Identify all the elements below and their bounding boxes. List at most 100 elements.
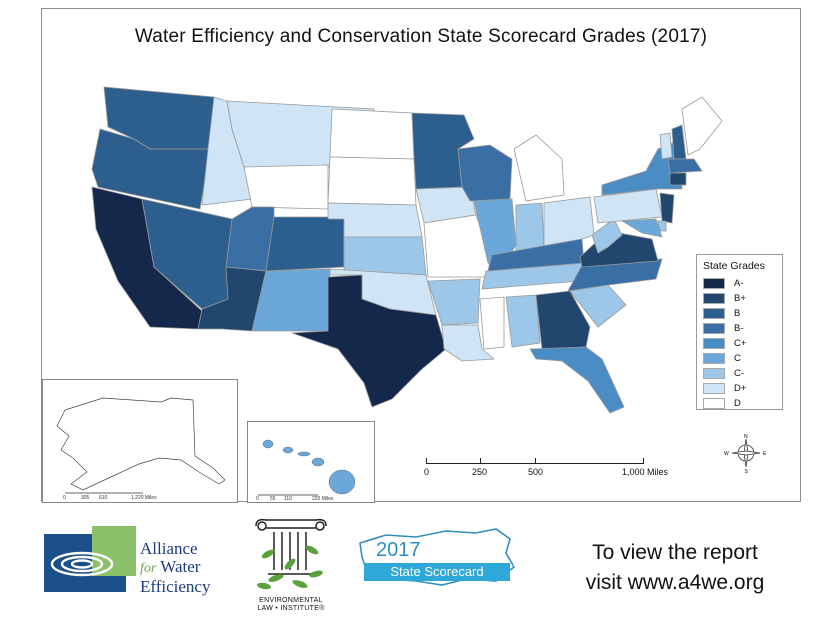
- legend-item: A-: [703, 276, 776, 291]
- state-louisiana: [441, 324, 496, 362]
- alaska-scale-305: 305: [81, 495, 90, 501]
- scale-label-0: 0: [424, 467, 430, 477]
- state-maine: [681, 96, 723, 156]
- a4we-swirl-icon: [44, 526, 136, 592]
- hawaii-inset: 0 55 110 220 Miles: [247, 421, 375, 503]
- legend-swatch: [703, 278, 725, 289]
- hawaii-scale-55: 55: [270, 496, 276, 502]
- state-south-dakota: [327, 156, 417, 206]
- legend-item: D+: [703, 381, 776, 396]
- state-delaware: [657, 220, 667, 232]
- state-texas: [291, 274, 447, 408]
- scale-tick: [480, 458, 481, 464]
- state-mississippi: [479, 296, 505, 350]
- legend-item: C-: [703, 366, 776, 381]
- a4we-word-alliance: Alliance: [140, 539, 198, 558]
- state-wisconsin: [457, 144, 513, 202]
- eli-word-law-institute: LAW • INSTITUTE®: [257, 605, 325, 612]
- hawaii-island-hawaii: [328, 469, 356, 495]
- hawaii-scale-220: 220 Miles: [312, 496, 334, 502]
- alaska-inset: 0 305 610 1,220 Miles: [42, 379, 238, 503]
- scorecard-year: 2017: [376, 539, 421, 561]
- legend-label: B-: [734, 323, 744, 334]
- hawaii-island-oahu: [282, 446, 294, 454]
- state-arkansas: [427, 278, 481, 326]
- scorecard-banner: State Scorecard: [364, 563, 510, 581]
- state-north-dakota: [329, 108, 415, 160]
- legend-item: B: [703, 306, 776, 321]
- state-alabama: [505, 294, 541, 348]
- compass-s: S: [745, 469, 749, 473]
- legend-item: B+: [703, 291, 776, 306]
- state-massachusetts: [667, 158, 703, 174]
- hawaii-scale-110: 110: [284, 496, 292, 502]
- compass-n: N: [744, 434, 748, 440]
- legend-swatch: [703, 308, 725, 319]
- alaska-scale-0: 0: [63, 495, 66, 501]
- legend-swatch: [703, 293, 725, 304]
- compass-rose-icon: N S W E: [722, 433, 770, 475]
- state-kentucky: [487, 238, 585, 272]
- legend-label: B+: [734, 293, 746, 304]
- legend-swatch: [703, 353, 725, 364]
- us-grade-map: [91, 86, 723, 414]
- state-florida: [529, 346, 625, 414]
- state-colorado: [265, 216, 345, 272]
- column-leaves-icon: [255, 518, 327, 590]
- hawaii-scale-0: 0: [256, 496, 259, 502]
- eli-word-environmental: ENVIRONMENTAL: [259, 597, 323, 604]
- hawaii-shape: [258, 439, 356, 496]
- state-connecticut: [669, 172, 687, 186]
- alaska-scale-610: 610: [99, 495, 108, 501]
- state-indiana: [515, 202, 545, 254]
- legend-item: D: [703, 396, 776, 411]
- map-frame: Water Efficiency and Conservation State …: [41, 8, 801, 503]
- legend-label: C: [734, 353, 741, 364]
- scale-label-1000: 1,000 Miles: [622, 467, 669, 477]
- legend-item: C: [703, 351, 776, 366]
- a4we-word-for: for: [140, 561, 157, 576]
- scale-tick: [535, 458, 536, 464]
- a4we-word-efficiency: Efficiency: [140, 577, 211, 596]
- legend: State Grades A- B+ B B- C+ C C- D+ D: [696, 254, 783, 410]
- cta-line-2[interactable]: visit www.a4we.org: [585, 571, 765, 594]
- map-title: Water Efficiency and Conservation State …: [134, 26, 708, 47]
- state-utah: [225, 206, 275, 272]
- state-maryland: [620, 218, 663, 238]
- legend-label: C-: [734, 368, 745, 379]
- compass-w: W: [724, 451, 729, 457]
- legend-swatch: [703, 398, 725, 409]
- scale-label-250: 250: [472, 467, 488, 477]
- legend-label: C+: [734, 338, 747, 349]
- state-new-jersey: [659, 192, 675, 224]
- state-georgia: [535, 290, 591, 350]
- state-vermont: [659, 132, 673, 160]
- legend-swatch: [703, 323, 725, 334]
- report-link-text: To view the report visit www.a4we.org: [545, 538, 805, 598]
- state-new-hampshire: [671, 124, 687, 160]
- legend-swatch: [703, 368, 725, 379]
- compass-e: E: [763, 451, 767, 457]
- a4we-word-for-water: for Water: [140, 558, 210, 578]
- state-scorecard-logo: 2017 State Scorecard: [346, 523, 526, 589]
- eli-wordmark: ENVIRONMENTAL LAW • INSTITUTE®: [246, 597, 336, 613]
- legend-item: B-: [703, 321, 776, 336]
- state-wyoming: [243, 164, 329, 210]
- legend-label: A-: [734, 278, 744, 289]
- scale-label-500: 500: [528, 467, 544, 477]
- hawaii-island-maui: [311, 457, 325, 467]
- cta-line-1: To view the report: [592, 541, 758, 564]
- legend-swatch: [703, 338, 725, 349]
- hawaii-island-molokai: [297, 451, 311, 457]
- state-kansas: [343, 236, 427, 276]
- legend-label: D+: [734, 383, 747, 394]
- alaska-shape: [56, 397, 226, 494]
- legend-label: D: [734, 398, 741, 409]
- legend-label: B: [734, 308, 741, 319]
- legend-item: C+: [703, 336, 776, 351]
- scale-bar: 0 250 500 1,000 Miles: [420, 455, 690, 485]
- a4we-word-water: Water: [160, 557, 201, 576]
- eli-logo: ENVIRONMENTAL LAW • INSTITUTE®: [246, 514, 336, 614]
- alaska-scale-1220: 1,220 Miles: [131, 495, 157, 501]
- a4we-logo: Alliance for Water Efficiency: [42, 526, 232, 596]
